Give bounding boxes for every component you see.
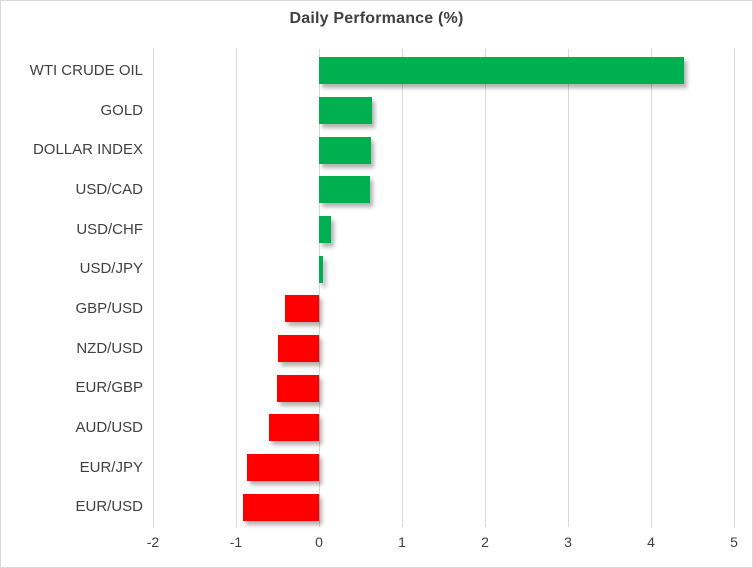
category-label: USD/CAD — [75, 180, 143, 198]
x-axis-tick-label: 4 — [647, 534, 655, 550]
category-label: USD/CHF — [76, 220, 143, 238]
gridline — [152, 49, 154, 527]
bar-usd-chf — [319, 216, 332, 243]
category-label: AUD/USD — [75, 418, 143, 436]
bar-gold — [319, 97, 373, 124]
gridline — [733, 49, 735, 527]
gridline — [650, 49, 652, 527]
bar-usd-cad — [319, 176, 370, 204]
category-label: GBP/USD — [75, 299, 143, 317]
gridline — [318, 49, 320, 527]
bar-eur-gbp — [276, 374, 319, 402]
bar-usd-jpy — [319, 255, 324, 283]
chart-title: Daily Performance (%) — [289, 10, 464, 27]
bar-eur-usd — [242, 493, 319, 521]
category-label: DOLLAR INDEX — [32, 141, 143, 159]
category-label: GOLD — [100, 101, 143, 119]
bar-gbp-usd — [284, 295, 319, 323]
bar-eur-jpy — [246, 454, 319, 481]
gridline — [484, 49, 486, 527]
x-axis-tick-label: 3 — [564, 534, 572, 550]
category-label: EUR/USD — [75, 498, 143, 516]
x-axis-tick-label: 5 — [730, 534, 738, 550]
x-axis-tick-label: 2 — [481, 534, 489, 550]
gridline — [567, 49, 569, 527]
bar-aud-usd — [269, 414, 319, 442]
category-label: NZD/USD — [76, 339, 143, 357]
bar-wti-crude-oil — [319, 57, 685, 85]
x-axis-tick-label: 0 — [315, 534, 323, 550]
category-label: WTI CRUDE OIL — [29, 61, 143, 79]
category-label: EUR/GBP — [75, 379, 143, 397]
bar-dollar-index — [319, 136, 372, 164]
bar-nzd-usd — [278, 335, 319, 362]
x-axis-tick-label: -2 — [146, 534, 160, 550]
x-axis-tick-label: -1 — [229, 534, 243, 550]
category-label: EUR/JPY — [79, 458, 143, 476]
gridline — [235, 49, 237, 527]
x-axis-tick-label: 1 — [398, 534, 406, 550]
category-label: USD/JPY — [79, 260, 143, 278]
gridline — [401, 49, 403, 527]
